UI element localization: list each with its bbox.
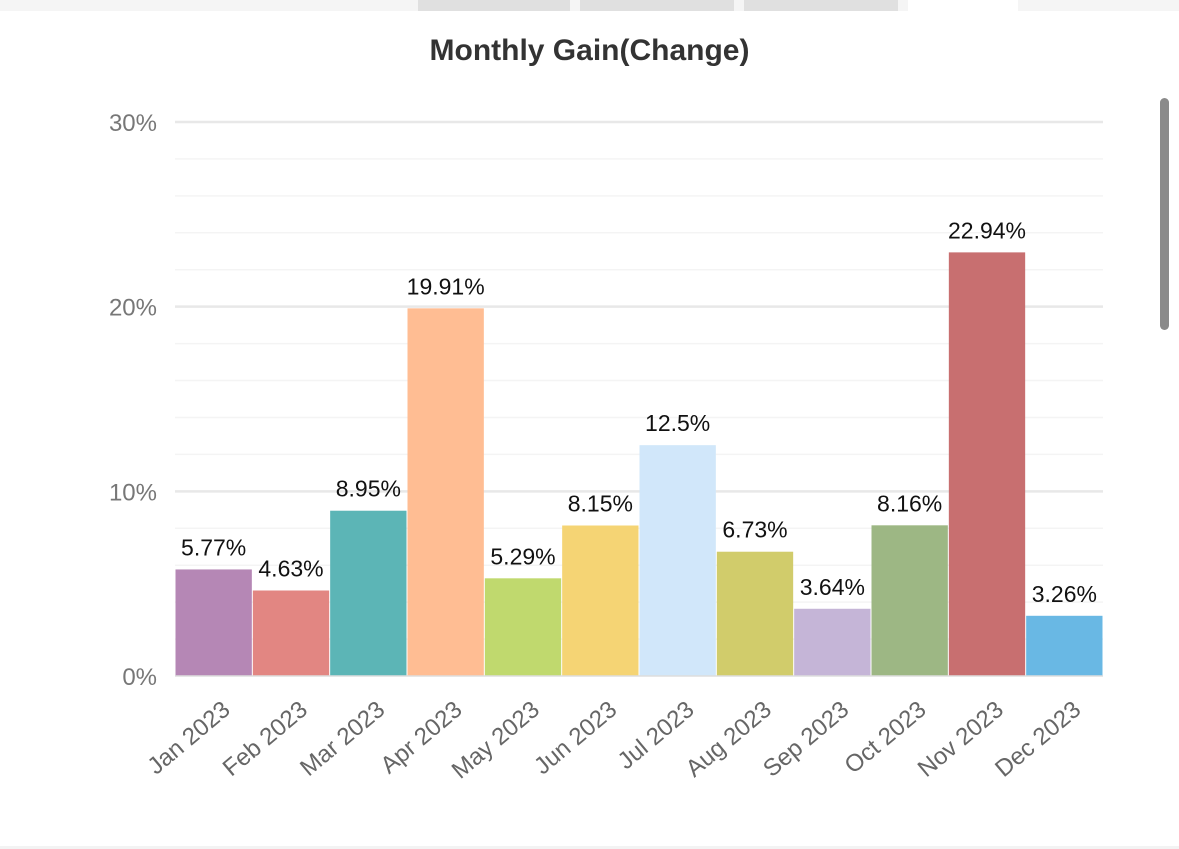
bottom-divider [0,846,1179,849]
vertical-scrollbar[interactable] [1160,98,1169,330]
x-tick-label: Sep 2023 [758,696,854,783]
chart-title: Monthly Gain(Change) [429,34,750,67]
bar [716,551,794,676]
bar [871,525,948,676]
bar [330,510,407,676]
x-tick-label: Feb 2023 [218,696,313,782]
y-tick-label: 20% [109,295,157,322]
bar-value-label: 8.95% [336,476,401,502]
bar-value-label: 3.64% [800,574,865,600]
y-tick-label: 0% [122,664,157,691]
bar [562,525,639,676]
bar-value-label: 6.73% [722,517,787,543]
x-tick-label: Nov 2023 [913,696,1009,783]
top-tab-strip [0,0,1179,11]
tab-4[interactable] [908,0,1018,11]
x-tick-label: Mar 2023 [295,696,390,782]
bar [639,445,716,676]
bar [948,252,1026,676]
bar-value-label: 8.16% [877,490,942,516]
tab-1[interactable] [418,0,570,11]
bar [794,608,871,676]
bar-value-label: 8.15% [568,490,633,516]
bar-value-label: 19.91% [407,273,485,299]
y-tick-label: 10% [109,479,157,506]
bar [252,590,330,676]
x-tick-label: Jun 2023 [529,696,622,780]
x-tick-label: Jan 2023 [143,696,236,780]
bar-value-label: 5.77% [181,534,246,560]
bar-value-label: 3.26% [1032,581,1097,607]
bar [407,308,484,676]
x-tick-label: May 2023 [447,696,545,784]
tab-3[interactable] [744,0,898,11]
x-tick-label: Aug 2023 [681,696,777,783]
bar-value-label: 12.5% [645,410,710,436]
bar-value-label: 5.29% [490,543,555,569]
bar-value-label: 4.63% [258,555,323,581]
y-tick-label: 30% [109,110,157,137]
bar [175,569,252,676]
bar [1026,615,1103,676]
bar [484,578,562,676]
x-tick-label: Dec 2023 [990,696,1086,783]
tab-2[interactable] [580,0,734,11]
bar-value-label: 22.94% [948,217,1026,243]
